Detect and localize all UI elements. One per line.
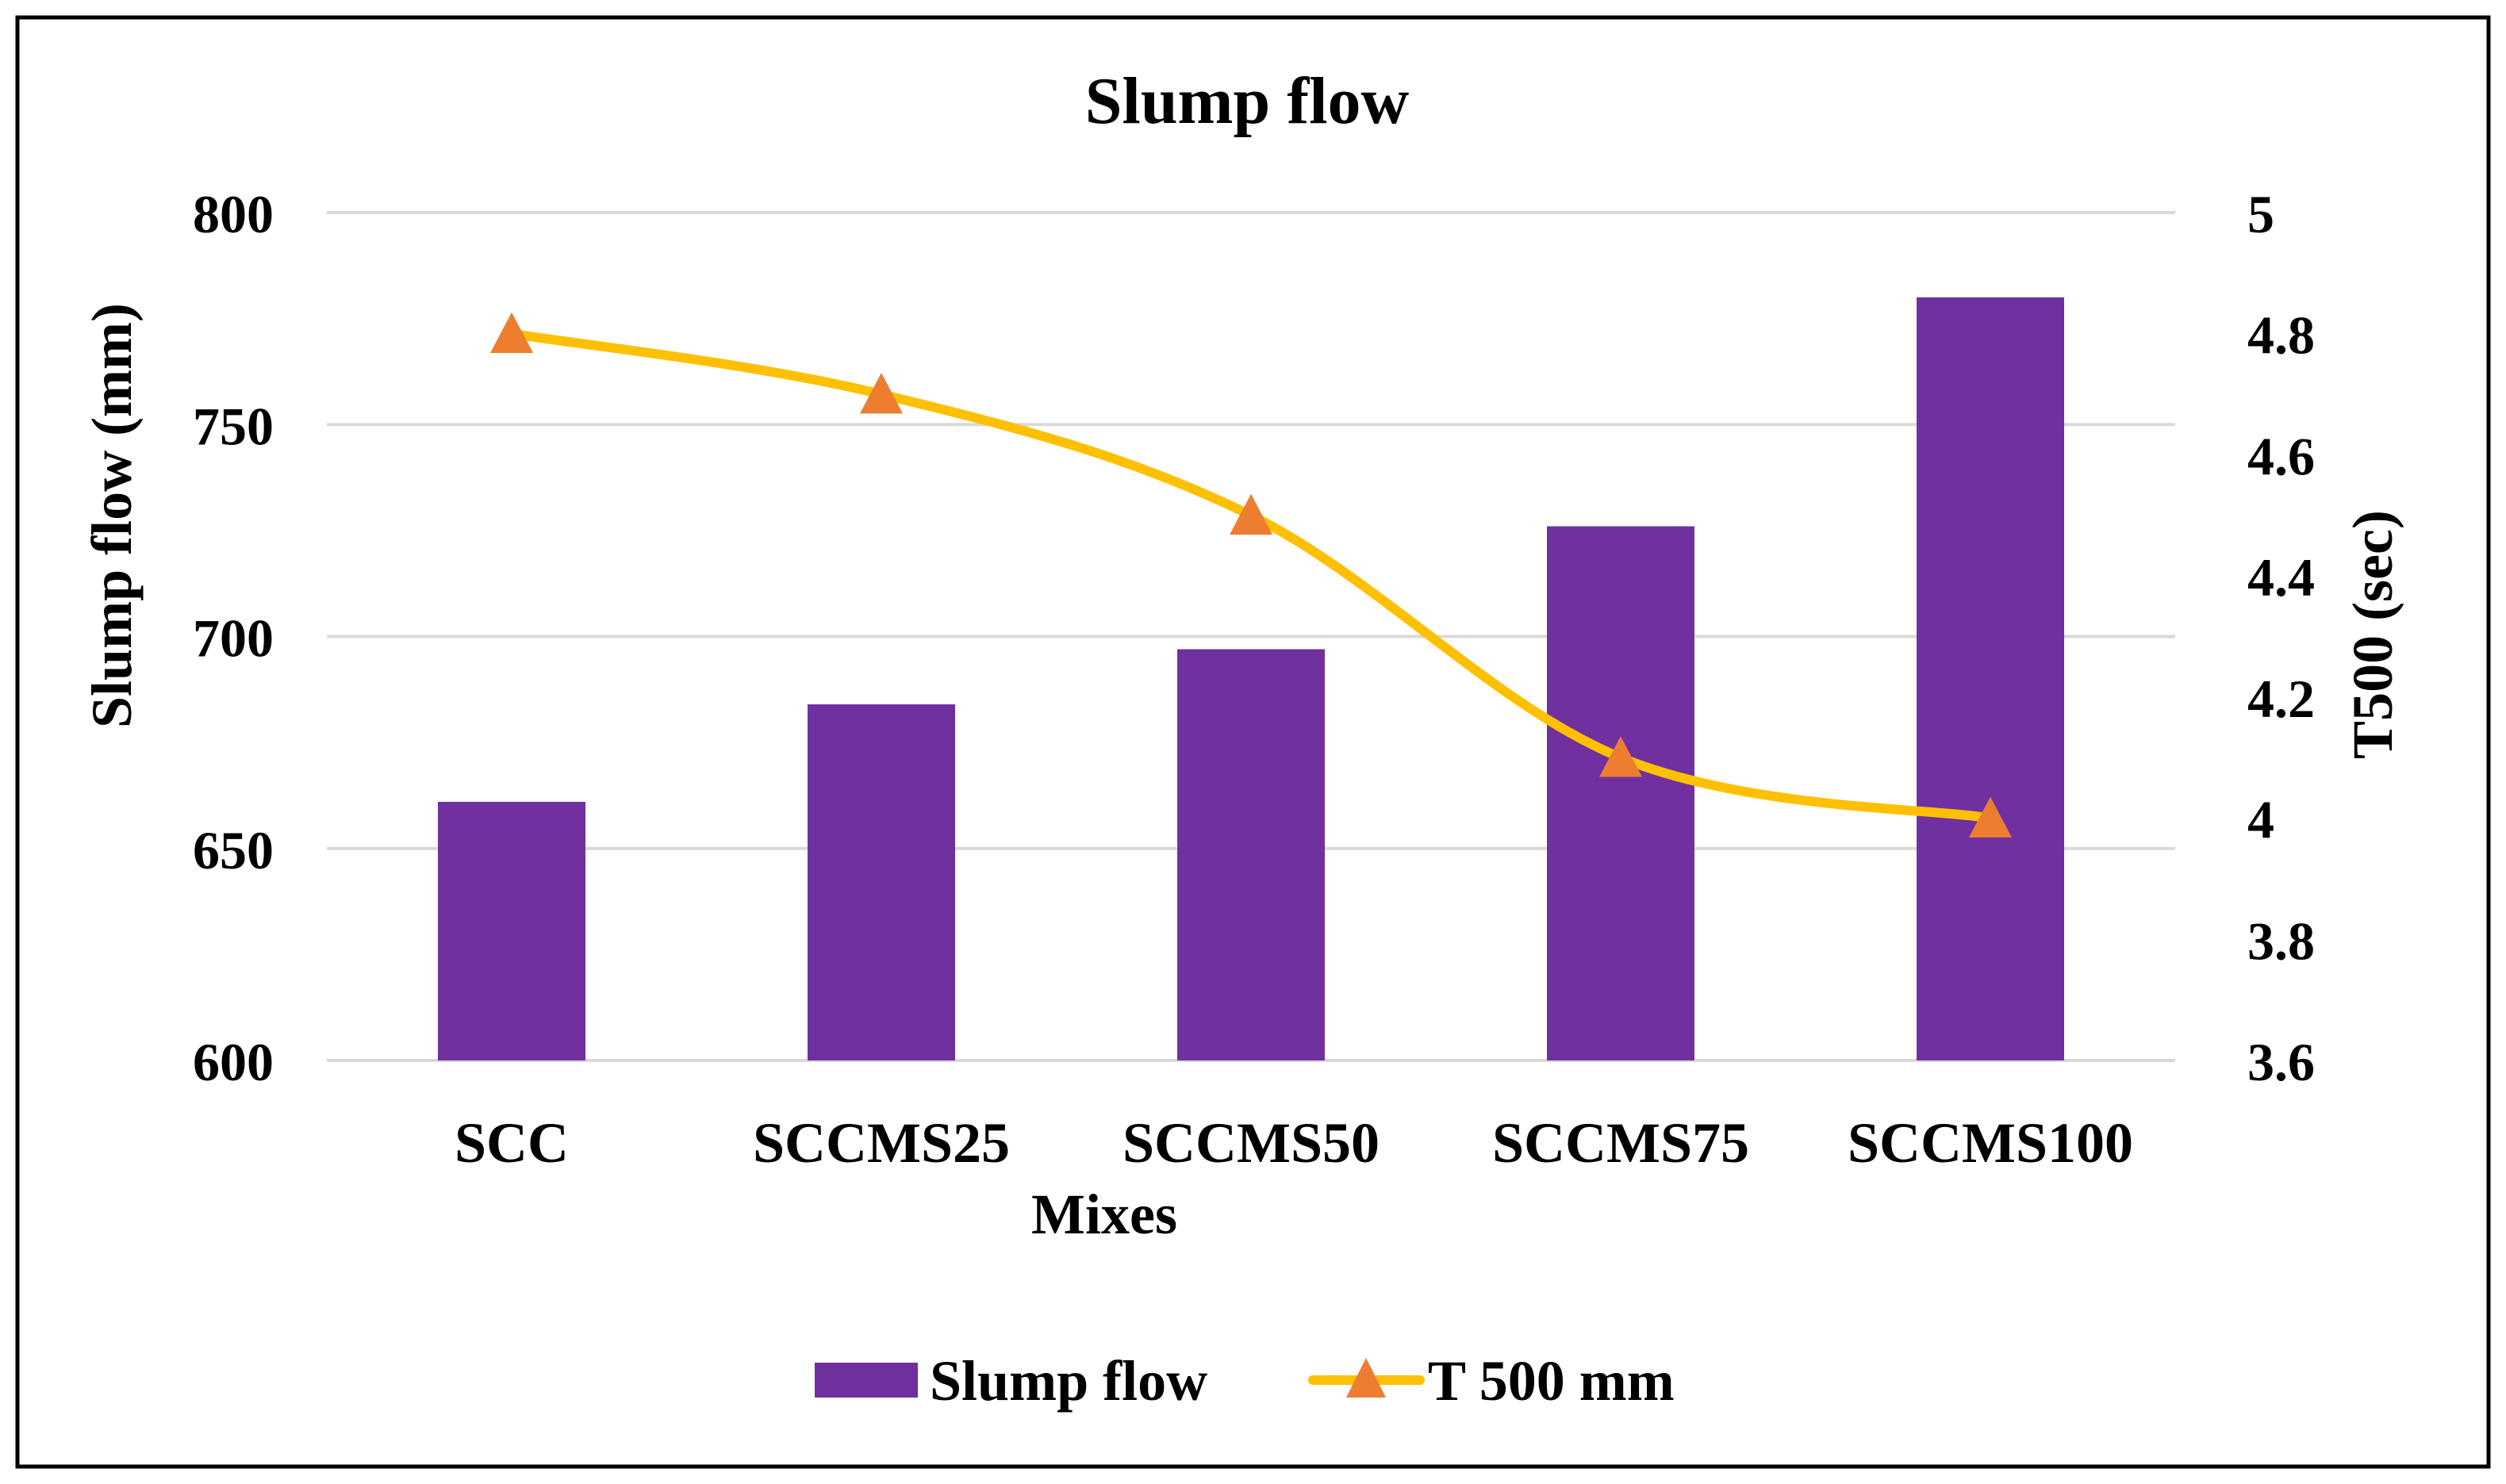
y-axis-ticks: 600 650 700 750 800 [193, 184, 274, 1092]
legend-swatch-slump-flow [815, 1363, 918, 1398]
y-tick-label: 750 [193, 396, 274, 456]
marker-t500-scc [490, 312, 533, 354]
y-tick-label: 800 [193, 184, 274, 244]
marker-t500-sccms100 [1969, 796, 2012, 838]
legend-swatch-t500-marker [1346, 1358, 1386, 1398]
y2-tick-label: 4.4 [2247, 547, 2315, 608]
marker-t500-sccms25 [860, 373, 903, 414]
x-tick-label-sccms75: SCCMS75 [1492, 1111, 1749, 1175]
x-tick-label-scc: SCC [455, 1111, 569, 1175]
y-tick-label: 650 [193, 820, 274, 880]
marker-t500-sccms50 [1230, 493, 1272, 535]
bar-scc [438, 801, 585, 1060]
y2-tick-label: 4.8 [2247, 305, 2315, 366]
legend-label-slump-flow: Slump flow [930, 1349, 1207, 1413]
bar-sccms75 [1547, 526, 1694, 1060]
y-tick-label: 700 [193, 608, 274, 669]
y2-tick-label: 4.6 [2247, 426, 2315, 486]
chart-frame [15, 15, 2491, 1469]
x-tick-label-sccms100: SCCMS100 [1848, 1111, 2133, 1175]
x-tick-label-sccms25: SCCMS25 [753, 1111, 1010, 1175]
marker-t500-sccms75 [1599, 736, 1642, 777]
x-axis-label: Mixes [1031, 1183, 1177, 1246]
legend-label-t500: T 500 mm [1428, 1349, 1675, 1413]
bar-series [438, 297, 2064, 1060]
y-tick-label: 600 [193, 1032, 274, 1092]
chart-title: Slump flow [1085, 64, 1410, 138]
line-series [490, 312, 2012, 838]
y2-tick-label: 5 [2247, 184, 2274, 244]
y2-tick-label: 3.8 [2247, 911, 2315, 971]
y2-tick-label: 3.6 [2247, 1032, 2315, 1092]
y2-axis-ticks: 3.6 3.8 4 4.2 4.4 4.6 4.8 5 [2247, 184, 2315, 1092]
y2-axis-label: T500 (sec) [2341, 510, 2404, 759]
bar-sccms50 [1177, 649, 1325, 1060]
legend: Slump flow T 500 mm [815, 1349, 1675, 1413]
bar-sccms25 [808, 704, 955, 1060]
bar-sccms100 [1917, 297, 2064, 1060]
y2-tick-label: 4 [2247, 790, 2274, 850]
x-tick-label-sccms50: SCCMS50 [1123, 1111, 1380, 1175]
y2-tick-label: 4.2 [2247, 669, 2315, 729]
x-axis-ticks: SCC SCCMS25 SCCMS50 SCCMS75 SCCMS100 [455, 1111, 2133, 1175]
y-axis-label: Slump flow (mm) [80, 303, 144, 728]
